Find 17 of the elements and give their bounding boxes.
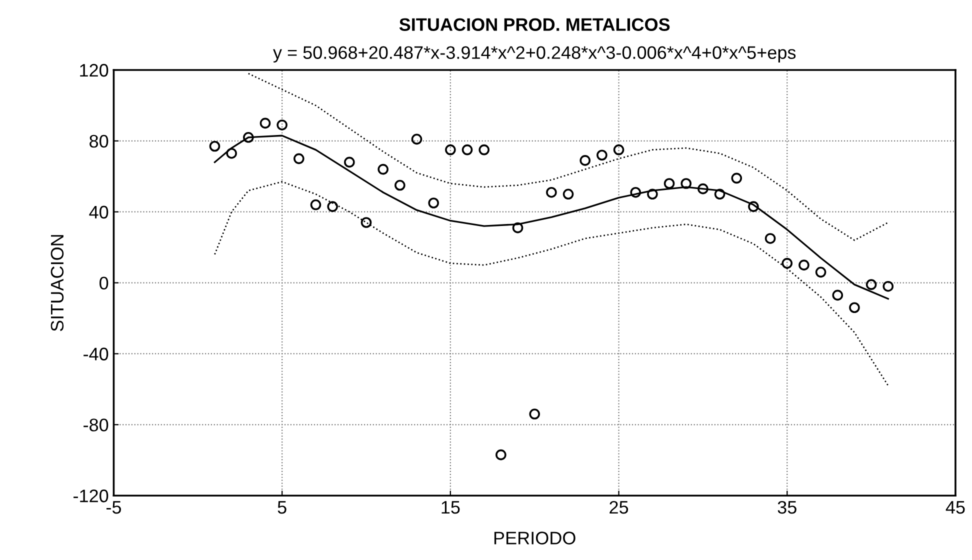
chart-subtitle: y = 50.968+20.487*x-3.914*x^2+0.248*x^3-0.006*x^4+0*x^5+eps xyxy=(273,46,796,63)
x-tick-label: 5 xyxy=(278,501,286,514)
chart-title: SITUACION PROD. METALICOS xyxy=(399,18,670,31)
y-tick-label: -120 xyxy=(74,490,108,502)
x-tick-label: -5 xyxy=(106,501,121,514)
y-tick-label: -40 xyxy=(84,348,108,360)
x-tick-label: 15 xyxy=(442,501,460,514)
y-tick-label: 40 xyxy=(89,206,108,219)
x-tick-label: 35 xyxy=(778,500,796,514)
y-axis-title: SITUACION xyxy=(50,235,64,332)
y-tick-label: 80 xyxy=(90,134,108,148)
x-tick-label: 25 xyxy=(610,500,628,514)
x-tick-label: 45 xyxy=(946,501,965,514)
y-tick-label: 120 xyxy=(80,64,108,77)
y-tick-label: -80 xyxy=(84,418,108,432)
x-axis-title: PERIODO xyxy=(494,532,576,544)
y-tick-label: 0 xyxy=(100,276,108,290)
